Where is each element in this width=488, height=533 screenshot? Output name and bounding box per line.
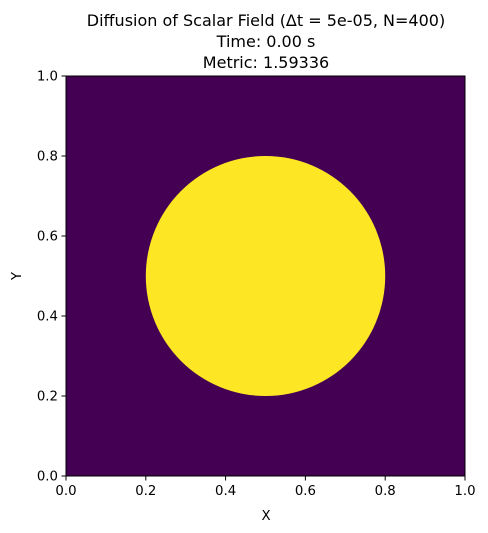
chart-title-line-2: Time: 0.00 s [216, 32, 316, 51]
y-tick-label: 1.0 [37, 70, 58, 85]
chart-title-line-1: Diffusion of Scalar Field (Δt = 5e-05, N… [87, 11, 445, 30]
plot-area [65, 75, 466, 477]
x-axis-label: X [261, 509, 270, 524]
y-axis-ticks: 0.0 0.2 0.4 0.6 0.8 1.0 [37, 70, 66, 485]
x-tick-label: 0.0 [55, 484, 76, 499]
x-tick-label: 0.2 [135, 484, 156, 499]
chart-title-line-3: Metric: 1.59336 [203, 53, 329, 72]
y-tick-label: 0.6 [37, 230, 58, 245]
axes-frame [65, 75, 466, 477]
x-tick-label: 0.6 [295, 484, 316, 499]
y-tick-label: 0.4 [37, 310, 58, 325]
y-tick-label: 0.0 [37, 470, 58, 485]
field-high-region [145, 156, 386, 396]
x-tick-label: 0.4 [215, 484, 236, 499]
x-axis-ticks: 0.0 0.2 0.4 0.6 0.8 1.0 [55, 476, 476, 499]
x-tick-label: 0.8 [375, 484, 396, 499]
y-axis-label: Y [10, 271, 25, 281]
y-tick-label: 0.8 [37, 150, 58, 165]
y-tick-label: 0.2 [37, 390, 58, 405]
x-tick-label: 1.0 [454, 484, 475, 499]
